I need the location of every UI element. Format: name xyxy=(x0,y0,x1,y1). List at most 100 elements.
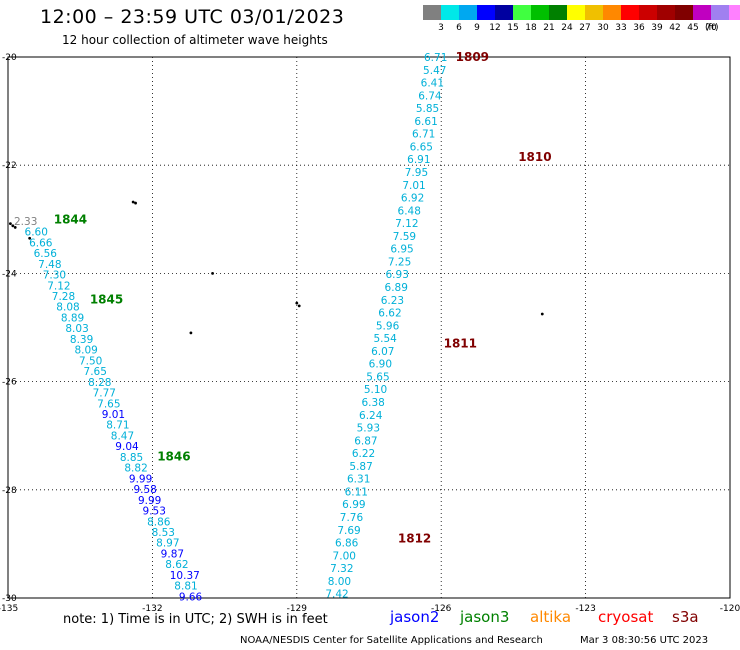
swh-value: 6.71 xyxy=(412,129,435,141)
swh-value: 6.11 xyxy=(345,486,368,498)
footnote: note: 1) Time is in UTC; 2) SWH is in fe… xyxy=(63,612,328,627)
color-scale-label: 42 xyxy=(669,23,681,33)
island-marker xyxy=(9,222,12,226)
map-subtitle: 12 hour collection of altimeter wave hei… xyxy=(62,33,328,47)
swh-value: 6.66 xyxy=(29,237,53,249)
swh-value: 5.93 xyxy=(357,423,380,435)
island-marker xyxy=(11,224,15,228)
map-title: 12:00 – 23:59 UTC 03/01/2023 xyxy=(40,6,345,28)
color-scale-label: 12 xyxy=(489,23,501,33)
legend-cryosat: cryosat xyxy=(598,608,654,626)
lat-tick-label: -28 xyxy=(2,486,17,496)
swh-value: 6.38 xyxy=(361,397,384,409)
swh-value: 6.41 xyxy=(421,78,444,90)
swh-value: 7.00 xyxy=(333,550,356,562)
swh-value: 6.95 xyxy=(390,244,413,256)
swh-value: 8.71 xyxy=(106,420,129,432)
color-scale-label: 39 xyxy=(651,23,663,33)
lat-tick-label: -30 xyxy=(2,594,17,604)
lon-tick-label: -132 xyxy=(142,604,162,614)
legend-altika: altika xyxy=(530,608,572,626)
color-swatch-4 xyxy=(495,5,513,20)
swh-value: 6.74 xyxy=(418,90,442,102)
color-scale-label: 33 xyxy=(615,23,627,33)
pass-number-label: 1809 xyxy=(456,50,489,64)
color-swatch-15 xyxy=(693,5,711,20)
swh-value: 7.48 xyxy=(38,259,61,271)
swh-value: 5.10 xyxy=(364,384,387,396)
swh-value: 7.12 xyxy=(395,218,418,230)
color-swatch-0 xyxy=(423,5,441,20)
swh-value: 9.58 xyxy=(133,484,156,496)
swh-value: 7.25 xyxy=(388,256,411,268)
swh-value: 6.90 xyxy=(369,359,392,371)
color-swatch-10 xyxy=(603,5,621,20)
color-swatch-6 xyxy=(531,5,549,20)
island-marker xyxy=(295,301,299,305)
generated-date: Mar 3 08:30:56 UTC 2023 xyxy=(580,635,709,646)
color-swatch-13 xyxy=(657,5,675,20)
color-scale-swatches xyxy=(423,5,740,20)
swh-value: 9.99 xyxy=(138,495,161,507)
swh-value: 8.82 xyxy=(124,463,147,475)
pass-number-label: 1846 xyxy=(157,449,190,463)
lon-tick-label: -126 xyxy=(431,604,452,614)
swh-value: 7.76 xyxy=(340,512,364,524)
color-swatch-9 xyxy=(585,5,603,20)
swh-value: 8.08 xyxy=(56,302,79,314)
island-marker xyxy=(28,236,32,240)
swh-value: 6.86 xyxy=(335,538,359,550)
color-swatch-3 xyxy=(477,5,495,20)
lon-tick-label: -120 xyxy=(720,604,740,614)
color-swatch-14 xyxy=(675,5,693,20)
swh-value: 7.30 xyxy=(43,270,66,282)
swh-value: 8.39 xyxy=(70,334,93,346)
color-swatch-11 xyxy=(621,5,639,20)
color-swatch-16 xyxy=(711,5,729,20)
island-marker xyxy=(211,272,214,275)
swh-value: 7.77 xyxy=(93,388,116,400)
lon-tick-label: -123 xyxy=(575,604,595,614)
swh-value: 6.61 xyxy=(414,116,437,128)
swh-value: 6.65 xyxy=(410,141,433,153)
scale-unit: (ft) xyxy=(705,23,719,33)
island-marker xyxy=(540,312,544,316)
color-scale-label: 15 xyxy=(507,23,519,33)
swh-value: 7.01 xyxy=(402,180,425,192)
island-marker xyxy=(131,200,135,204)
swh-value: 7.12 xyxy=(47,280,70,292)
swh-value: 7.69 xyxy=(337,525,360,537)
swh-value: 7.28 xyxy=(52,291,75,303)
swh-value: 9.99 xyxy=(129,473,152,485)
swh-value: 8.47 xyxy=(111,430,134,442)
island-marker xyxy=(13,226,17,229)
color-scale-label: 45 xyxy=(687,23,699,33)
pass-number-label: 1811 xyxy=(444,337,477,351)
swh-value: 6.56 xyxy=(34,248,58,260)
swh-value: 6.99 xyxy=(342,499,365,511)
lat-tick-label: -26 xyxy=(2,378,17,388)
swh-value: 6.91 xyxy=(407,154,430,166)
color-swatch-1 xyxy=(441,5,459,20)
swh-value: 7.65 xyxy=(97,398,120,410)
swh-value: 7.65 xyxy=(84,366,107,378)
swh-value: 8.62 xyxy=(165,559,188,571)
swh-value: 6.92 xyxy=(401,193,424,205)
swh-value: 8.85 xyxy=(120,452,143,464)
swh-value: 5.96 xyxy=(376,320,400,332)
swh-value: 7.32 xyxy=(330,563,353,575)
swh-value: 6.87 xyxy=(354,435,377,447)
color-scale-label: 30 xyxy=(597,23,609,33)
swh-value: 8.09 xyxy=(74,345,97,357)
swh-value: 7.50 xyxy=(79,355,102,367)
pass-number-label: 1845 xyxy=(90,292,123,306)
swh-value: 9.04 xyxy=(115,441,139,453)
pass-number-label: 1844 xyxy=(54,212,87,226)
color-swatch-2 xyxy=(459,5,477,20)
color-scale-label: 36 xyxy=(633,23,645,33)
swh-value: 10.37 xyxy=(170,570,200,582)
swh-value: 8.28 xyxy=(88,377,111,389)
swh-value: 5.65 xyxy=(366,371,389,383)
swh-value: 8.97 xyxy=(156,538,179,550)
